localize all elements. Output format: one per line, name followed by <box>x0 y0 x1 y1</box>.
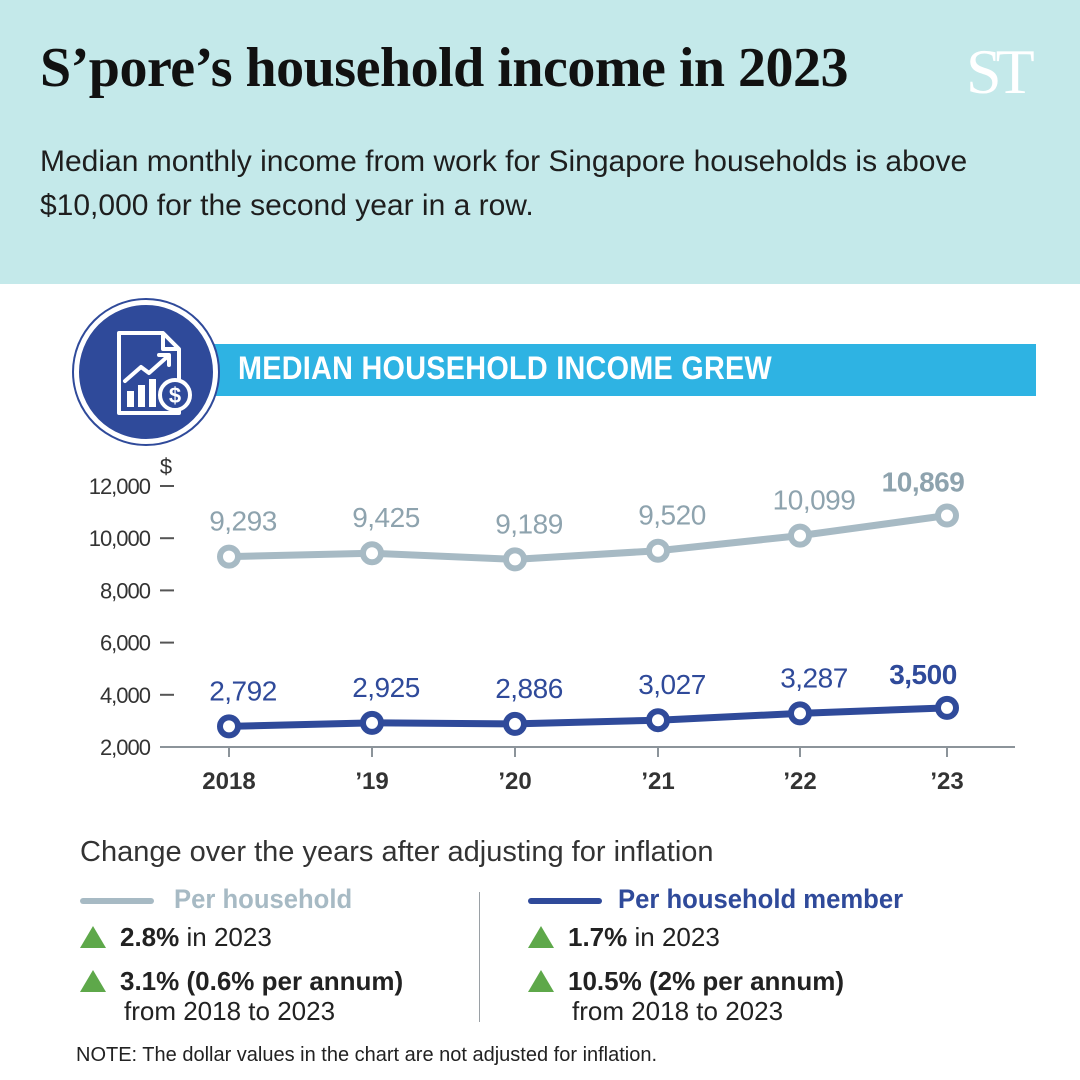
x-tick-label: ’21 <box>641 768 674 795</box>
data-label-household: 9,189 <box>495 508 563 539</box>
inflation-heading: Change over the years after adjusting fo… <box>80 836 714 868</box>
household-stat-period-text: from 2018 to 2023 <box>124 996 336 1026</box>
data-label-member: 2,886 <box>495 673 563 704</box>
up-triangle-icon <box>80 970 106 992</box>
household-stat-2023-value: 2.8% <box>120 922 180 952</box>
household-stat-2023-text: in 2023 <box>179 922 272 952</box>
member-stat-2023: 1.7% in 2023 <box>528 922 720 952</box>
household-stat-period: 3.1% (0.6% per annum) from 2018 to 2023 <box>80 966 403 1026</box>
household-stat-2023: 2.8% in 2023 <box>80 922 272 952</box>
data-label-household: 9,425 <box>352 502 420 533</box>
income-line-chart: 12,000 10,000 8,000 6,000 4,000 2,000 $ 2018 ’1… <box>89 454 1015 795</box>
data-label-member: 3,287 <box>780 662 848 693</box>
member-stat-period-text: from 2018 to 2023 <box>572 996 784 1026</box>
data-label-member: 2,925 <box>352 672 420 703</box>
series-member: 2,792 2,925 2,886 3,027 3,287 3,500 <box>209 659 959 739</box>
y-tick-label: 10,000 <box>89 526 151 551</box>
y-tick-label: 8,000 <box>100 578 151 603</box>
header-panel: S’pore’s household income in 2023 ST Med… <box>0 0 1080 284</box>
x-tick-label: 2018 <box>202 768 255 795</box>
y-tick-label: 6,000 <box>100 631 151 656</box>
series-line-household <box>225 512 951 563</box>
y-axis-unit: $ <box>160 454 172 479</box>
data-point-household <box>217 544 241 569</box>
data-point-household <box>646 538 670 563</box>
income-report-icon: $ <box>74 300 218 444</box>
data-point-household <box>935 503 959 528</box>
section-banner <box>150 344 1036 396</box>
data-point-member <box>360 710 384 735</box>
data-point-member <box>646 708 670 733</box>
page-subtitle: Median monthly income from work for Sing… <box>40 145 968 222</box>
member-stat-period-value: 10.5% (2% per annum) <box>568 966 844 996</box>
data-point-member <box>217 714 241 739</box>
data-point-member <box>935 695 959 720</box>
data-point-member <box>788 701 812 726</box>
data-label-household: 9,520 <box>638 500 706 531</box>
x-axis: 2018 ’19 ’20 ’21 ’22 ’23 <box>160 746 1015 795</box>
data-label-household: 10,869 <box>882 467 965 498</box>
legend-label-member: Per household member <box>618 884 904 914</box>
up-triangle-icon <box>80 926 106 948</box>
member-stat-2023-text: in 2023 <box>627 922 720 952</box>
y-tick-label: 4,000 <box>100 683 151 708</box>
up-triangle-icon <box>528 970 554 992</box>
page-title: S’pore’s household income in 2023 <box>40 37 849 99</box>
household-stat-period-value: 3.1% (0.6% per annum) <box>120 966 404 996</box>
data-point-member <box>503 711 527 736</box>
x-tick-label: ’20 <box>498 768 531 795</box>
data-label-member: 2,792 <box>209 675 277 706</box>
data-label-household: 10,099 <box>773 485 856 516</box>
legend-label-household: Per household <box>174 884 353 914</box>
series-household: 9,293 9,425 9,189 9,520 10,099 10,869 <box>209 467 965 572</box>
member-stat-2023-value: 1.7% <box>568 922 628 952</box>
st-logo: ST <box>966 36 1035 107</box>
y-tick-label: 2,000 <box>100 735 151 760</box>
legend-divider <box>479 892 480 1022</box>
x-tick-label: ’23 <box>930 768 963 795</box>
data-label-household: 9,293 <box>209 506 277 537</box>
data-label-member: 3,500 <box>889 659 957 690</box>
series-line-member <box>225 704 951 730</box>
section-title: MEDIAN HOUSEHOLD INCOME GREW <box>238 350 772 386</box>
y-axis: 12,000 10,000 8,000 6,000 4,000 2,000 $ <box>89 454 174 760</box>
y-tick-label: 12,000 <box>89 474 151 499</box>
x-tick-label: ’19 <box>355 768 388 795</box>
svg-text:$: $ <box>169 383 181 408</box>
x-tick-label: ’22 <box>783 768 816 795</box>
legend-swatch-household <box>80 898 154 904</box>
data-point-household <box>503 547 527 572</box>
up-triangle-icon <box>528 926 554 948</box>
series-layer: 9,293 9,425 9,189 9,520 10,099 10,869 2,792 2,9… <box>209 467 965 739</box>
legend-swatch-member <box>528 898 602 904</box>
data-point-household <box>788 523 812 548</box>
data-point-household <box>360 541 384 566</box>
footnote: NOTE: The dollar values in the chart are… <box>76 1044 658 1066</box>
member-stat-period: 10.5% (2% per annum) from 2018 to 2023 <box>528 966 844 1026</box>
data-label-member: 3,027 <box>638 669 706 700</box>
